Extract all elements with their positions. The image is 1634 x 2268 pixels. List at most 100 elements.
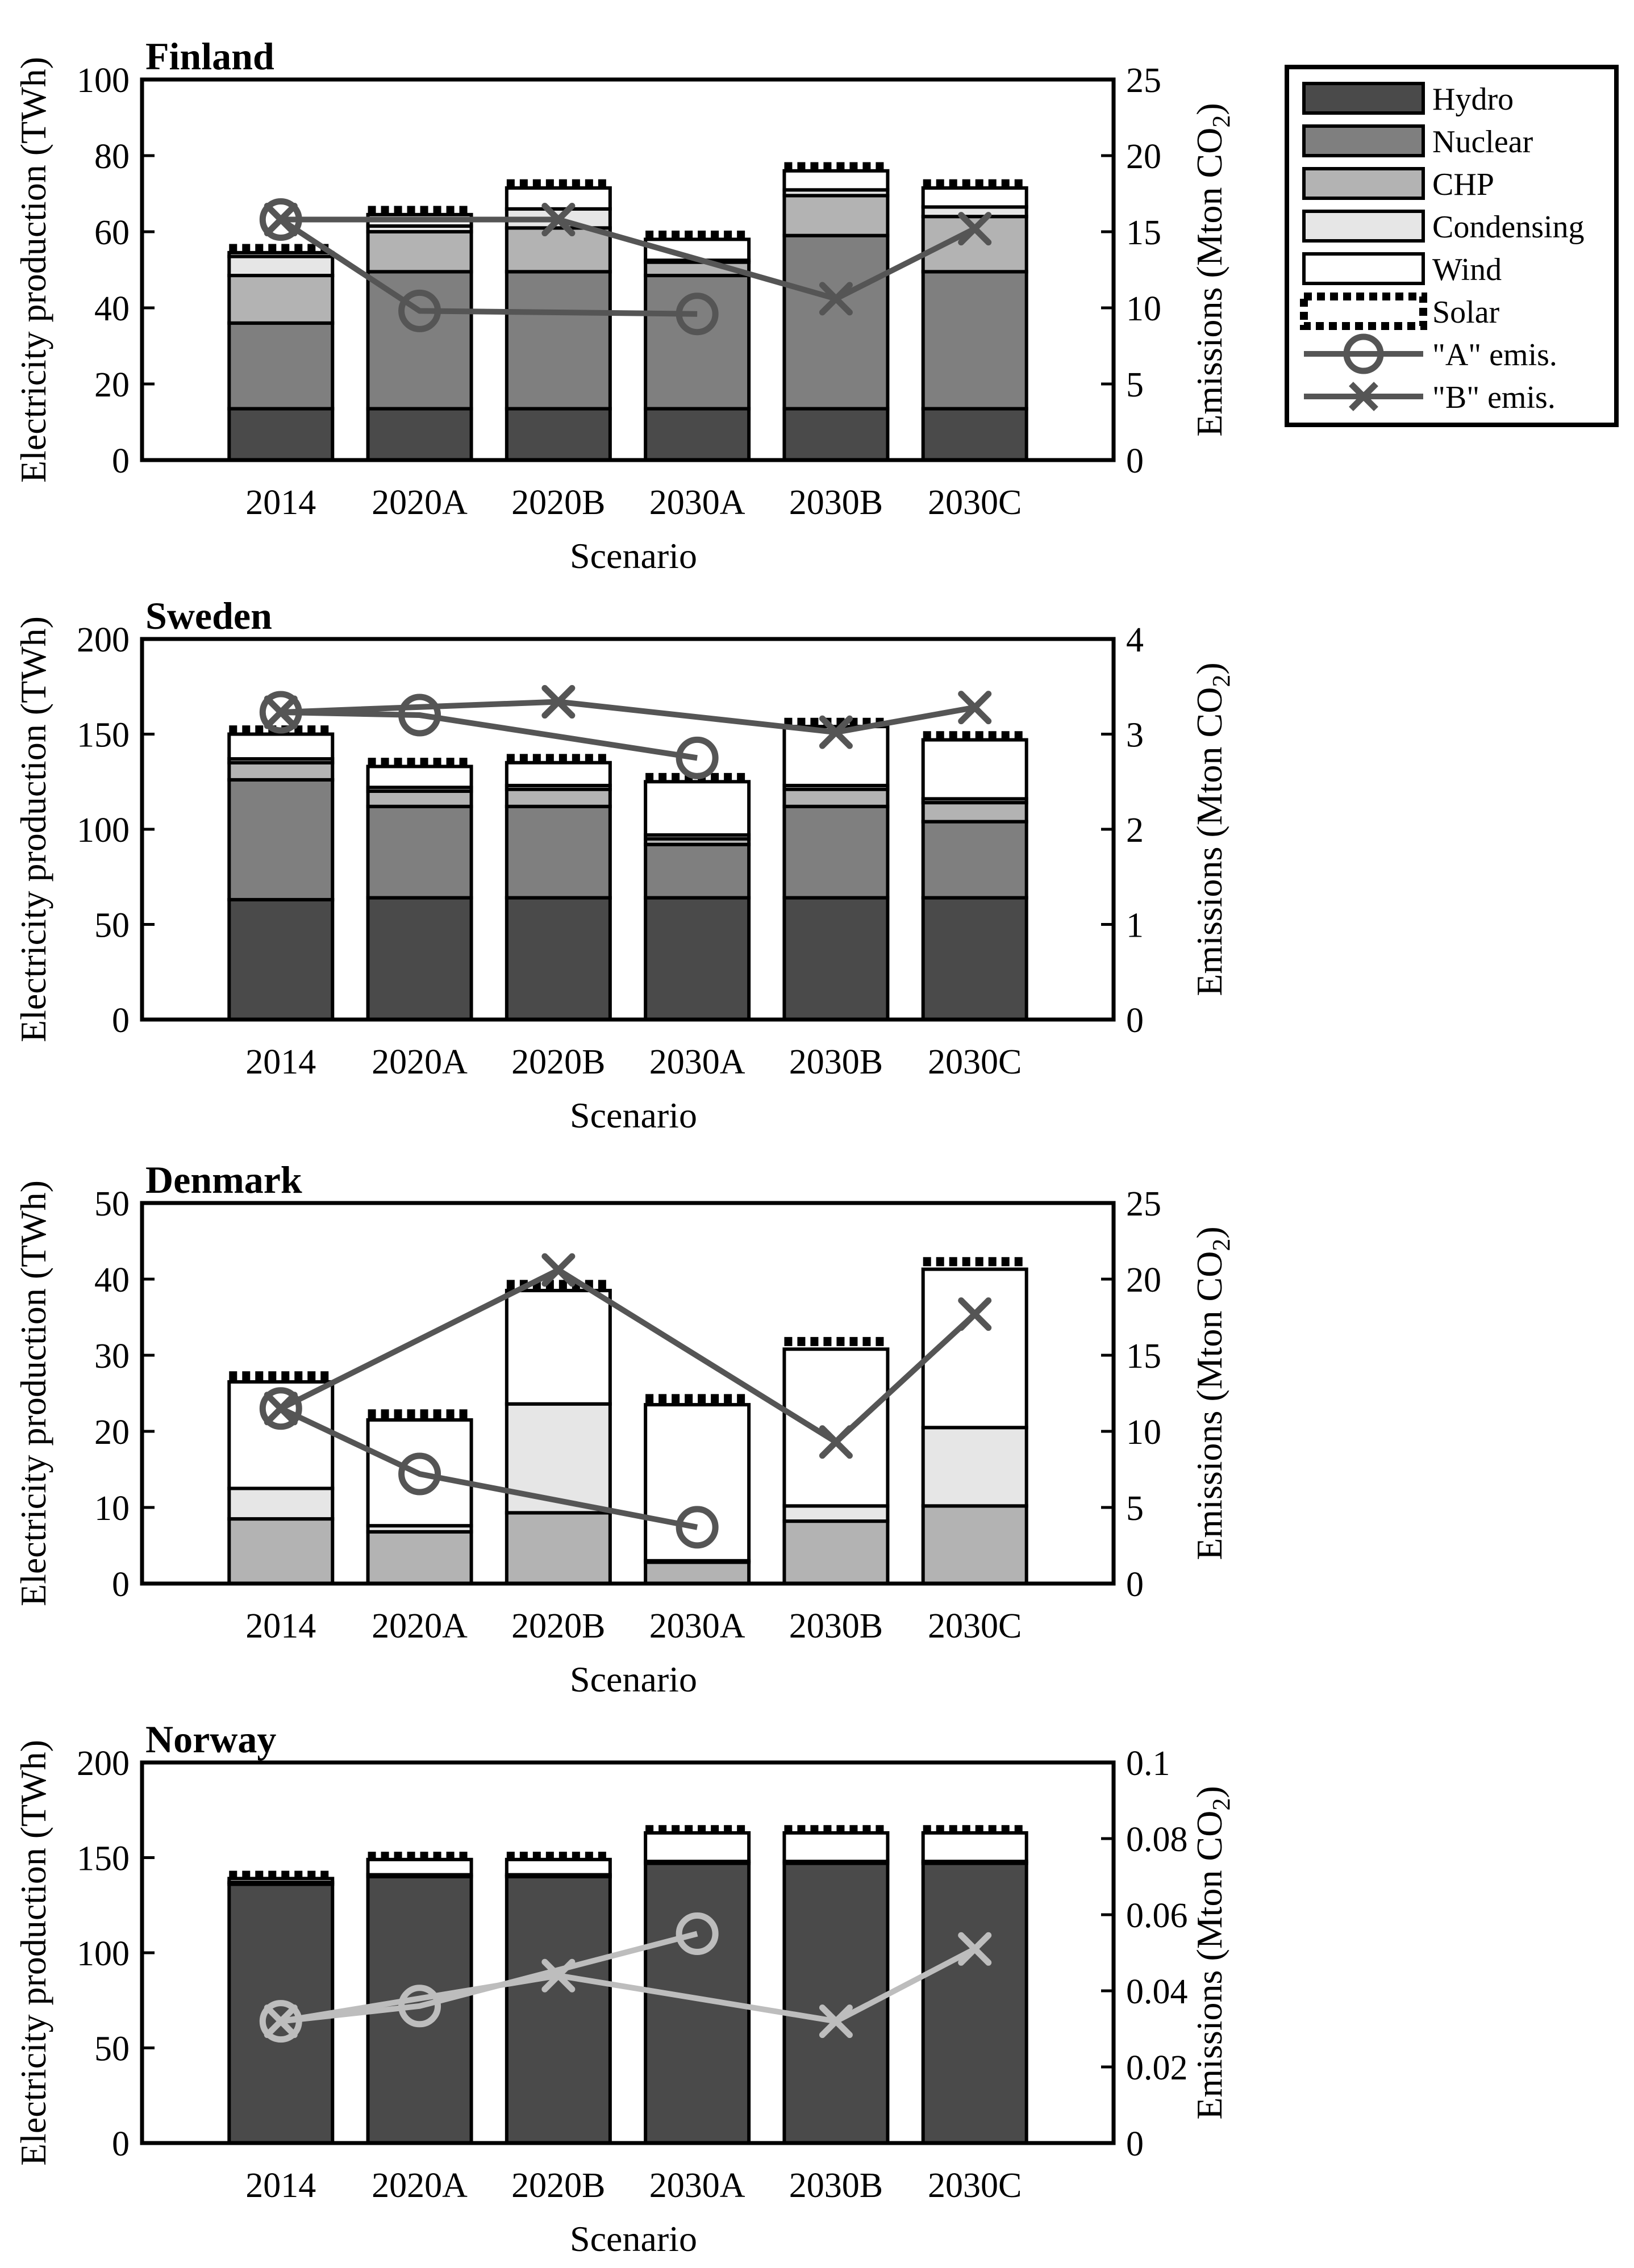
emission-line [279, 217, 698, 317]
bar-segment-wind [921, 186, 1028, 209]
y2-tick-label: 5 [1126, 1489, 1144, 1528]
bar-segment-chp [366, 230, 473, 274]
y2-tick-label: 10 [1126, 290, 1161, 328]
y-tick-label: 100 [77, 811, 130, 850]
y-axis-label: Electricity production (TWh) [13, 1740, 53, 2166]
y2-tick-label: 0.06 [1126, 1897, 1188, 1935]
bar-segment-wind [782, 1347, 890, 1508]
y-axis-label: Electricity production (TWh) [13, 616, 53, 1042]
emission-marker-cross [958, 1297, 992, 1331]
y-tick-label: 0 [112, 2125, 130, 2163]
legend-entry-b_emis: "B" emis. [1304, 380, 1556, 415]
bar-segment-wind [227, 1877, 335, 1885]
y2-tick-label: 4 [1126, 621, 1144, 659]
y2-tick-label: 10 [1126, 1413, 1161, 1452]
y2-tick-label: 20 [1126, 137, 1161, 176]
y2-axis-label: Emissions (Mton CO2) [1189, 662, 1235, 996]
x-tick-label: 2020B [511, 2166, 605, 2205]
legend-label: Hydro [1432, 82, 1514, 117]
y-tick-label: 30 [94, 1337, 130, 1376]
y-tick-label: 150 [77, 716, 130, 755]
emission-marker-circle [676, 293, 719, 336]
legend-marker-cross [1349, 382, 1378, 411]
y2-tick-label: 0 [1126, 1001, 1144, 1040]
x-tick-label: 2030B [789, 483, 883, 522]
y-tick-label: 20 [94, 366, 130, 404]
y-tick-label: 50 [94, 907, 130, 945]
bar-segment-wind [227, 1380, 335, 1490]
x-tick-label: 2030B [789, 1607, 883, 1645]
emission-marker-cross [264, 695, 298, 729]
x-tick-label: 2020A [372, 483, 468, 522]
y-tick-label: 100 [77, 61, 130, 100]
y-tick-label: 50 [94, 1185, 130, 1223]
legend-entry-wind: Wind [1302, 252, 1502, 287]
y2-tick-label: 3 [1126, 716, 1144, 755]
bar-segment-condensing [782, 1504, 890, 1523]
y-tick-label: 40 [94, 290, 130, 328]
bar-segment-condensing [227, 1486, 335, 1521]
bar-segment-wind [921, 738, 1028, 801]
x-tick-label: 2020B [511, 1043, 605, 1081]
emission-marker-circle [259, 2000, 302, 2043]
panel-finland: 0 20 40 60 80 100 0 5 10 15 20 25 2014 2020A 2020B 2030… [13, 35, 1235, 576]
emission-marker-cross [541, 203, 576, 237]
emission-line [280, 1267, 977, 1445]
bar-segment-wind [366, 1857, 473, 1877]
legend-swatch [1302, 124, 1425, 157]
x-tick-label: 2014 [245, 1607, 316, 1645]
emission-marker-circle [676, 736, 719, 779]
legend-entry-chp: CHP [1302, 167, 1494, 202]
y-tick-label: 80 [94, 137, 130, 176]
y2-tick-label: 15 [1126, 214, 1161, 252]
emission-line [280, 1406, 698, 1530]
x-tick-label: 2030B [789, 2166, 883, 2205]
emission-marker-circle [398, 1985, 441, 2028]
y2-tick-label: 0 [1126, 1565, 1144, 1604]
bar-segment-hydro [644, 896, 751, 1021]
bar-segment-nuclear [782, 804, 890, 900]
emission-marker-cross [264, 2004, 298, 2039]
bar-segment-wind [782, 169, 890, 192]
legend-label: CHP [1432, 167, 1494, 202]
bar-segment-chp [227, 274, 335, 325]
legend-entry-hydro: Hydro [1302, 82, 1514, 117]
bar-segment-chp [227, 1517, 335, 1586]
emission-marker-cross [958, 691, 992, 725]
bar-segment-chp [505, 787, 612, 808]
bar-segment-hydro [782, 896, 890, 1021]
bar-segment-condensing [227, 254, 335, 278]
y2-tick-label: 15 [1126, 1337, 1161, 1376]
y-axis-label: Electricity production (TWh) [13, 1180, 53, 1606]
y-tick-label: 100 [77, 1935, 130, 1973]
y-tick-label: 0 [112, 1565, 130, 1604]
x-axis-label: Scenario [570, 536, 697, 576]
legend-label: Nuclear [1432, 124, 1533, 160]
x-tick-label: 2030B [789, 1043, 883, 1081]
emission-marker-cross [264, 203, 298, 237]
emission-marker-cross [819, 715, 853, 749]
emission-series-b [264, 685, 992, 749]
y2-axis-label: Emissions (Mton CO2) [1189, 1786, 1235, 2119]
panel-title: Norway [145, 1718, 276, 1761]
bar-segment-hydro [921, 407, 1028, 462]
panel-norway: 0 50 100 150 200 0 0.02 0.04 0.06 0.08 0.1 2014 2020… [13, 1718, 1235, 2259]
emission-marker-cross [958, 212, 992, 246]
y2-tick-label: 25 [1126, 1185, 1161, 1223]
x-tick-label: 2020B [511, 1607, 605, 1645]
bar-segment-chp [366, 1530, 473, 1585]
legend-entry-nuclear: Nuclear [1302, 124, 1533, 160]
y2-tick-label: 20 [1126, 1261, 1161, 1300]
emission-marker-cross [819, 2004, 853, 2039]
bars [227, 717, 1028, 1021]
emission-marker-circle [259, 1387, 302, 1430]
y-tick-label: 0 [112, 1001, 130, 1040]
bar-segment-chp [782, 194, 890, 237]
emission-line [280, 1946, 977, 2024]
emission-marker-cross [819, 282, 853, 316]
x-tick-label: 2030C [928, 2166, 1022, 2205]
emission-marker-circle [398, 289, 441, 332]
bar-segment-wind [505, 761, 612, 787]
emission-line [281, 699, 976, 736]
